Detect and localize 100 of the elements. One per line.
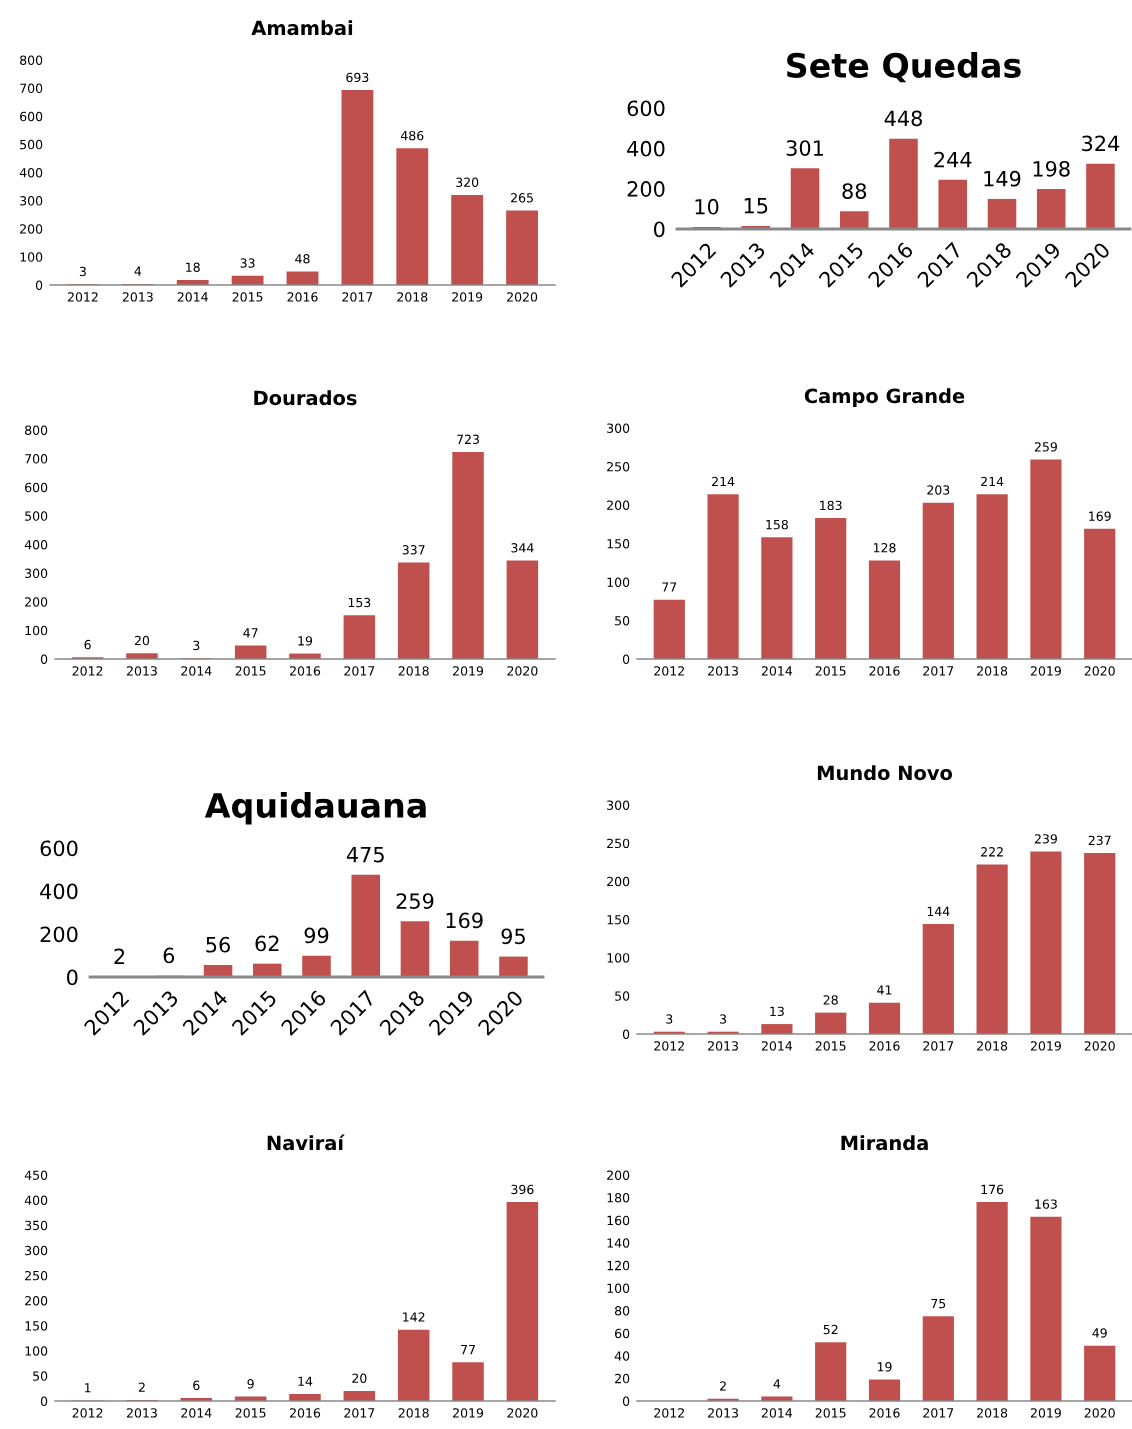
x-tick-label: 2015 [235, 666, 266, 676]
data-label: 19 [877, 1362, 892, 1372]
x-tick-label: 2017 [923, 1041, 954, 1051]
chart-title: Campo Grande [804, 388, 965, 408]
y-tick-label: 450 [24, 1170, 48, 1180]
y-tick-label: 80 [615, 1306, 630, 1316]
chart-title: Naviraí [267, 1134, 345, 1151]
data-label: 301 [786, 140, 823, 156]
y-tick-label: 0 [654, 221, 665, 238]
data-label: 214 [981, 476, 1004, 487]
data-label: 163 [1035, 1199, 1057, 1209]
x-tick-label: 2019 [452, 292, 483, 302]
y-tick-label: 600 [20, 111, 43, 122]
y-tick-label: 150 [607, 914, 630, 925]
x-tick-label: 2013 [708, 1408, 738, 1418]
x-tick-label: 2017 [342, 292, 373, 302]
x-tick-label: 2016 [287, 292, 318, 302]
y-tick-label: 800 [20, 55, 43, 65]
x-tick-label: 2016 [869, 1408, 900, 1418]
data-label: 2 [720, 1381, 726, 1391]
y-tick-label: 300 [25, 568, 48, 579]
data-label: 41 [877, 985, 892, 995]
x-tick-label: 2017 [923, 666, 954, 676]
data-label: 259 [1034, 442, 1057, 452]
y-tick-label: 700 [25, 454, 48, 464]
data-label: 176 [981, 1184, 1004, 1195]
y-tick-label: 800 [25, 425, 48, 435]
data-label: 475 [346, 847, 384, 863]
y-tick-label: 300 [25, 1245, 48, 1256]
y-tick-label: 200 [607, 1170, 630, 1180]
chart-title: Aquidauana [204, 792, 426, 825]
x-tick-label: 2013 [708, 666, 738, 676]
data-label: 13 [770, 1006, 784, 1017]
x-tick-label: 2017 [344, 666, 375, 676]
data-label: 56 [206, 936, 230, 953]
x-tick-label: 2012 [654, 1408, 684, 1418]
y-tick-label: 300 [607, 800, 630, 810]
x-tick-label: 2014 [181, 1408, 212, 1418]
y-tick-label: 20 [615, 1373, 630, 1384]
x-tick-label: 2014 [761, 666, 793, 676]
y-tick-label: 100 [25, 1346, 48, 1356]
data-label: 324 [1082, 135, 1120, 152]
x-tick-label: 2013 [126, 666, 157, 676]
x-tick-label: 2018 [977, 1041, 1008, 1051]
data-label: 62 [255, 935, 279, 952]
x-tick-label: 2015 [235, 1408, 266, 1418]
data-label: 128 [873, 543, 896, 553]
data-label: 486 [400, 130, 424, 141]
data-label: 88 [842, 183, 867, 199]
data-label: 142 [403, 1312, 425, 1322]
y-tick-label: 50 [33, 1371, 48, 1381]
x-tick-label: 2018 [397, 292, 428, 302]
data-label: 169 [446, 912, 483, 929]
data-label: 169 [1089, 511, 1111, 521]
data-label: 320 [456, 177, 479, 188]
y-tick-label: 150 [25, 1321, 48, 1331]
x-tick-label: 2017 [344, 1408, 375, 1418]
y-tick-label: 300 [607, 423, 630, 433]
y-tick-label: 200 [627, 181, 665, 197]
y-tick-label: 0 [622, 654, 630, 664]
x-tick-label: 2013 [126, 1408, 157, 1418]
x-tick-label: 2018 [398, 1408, 429, 1418]
data-label: 33 [240, 258, 255, 268]
data-label: 19 [298, 636, 313, 646]
y-tick-label: 400 [627, 140, 665, 157]
x-tick-label: 2012 [654, 1041, 684, 1051]
x-tick-label: 2019 [1030, 666, 1061, 676]
data-label: 18 [186, 262, 200, 272]
y-tick-label: 200 [25, 597, 48, 607]
x-tick-label: 2014 [177, 292, 208, 302]
data-label: 20 [134, 635, 150, 646]
y-tick-label: 0 [67, 969, 78, 986]
y-tick-label: 400 [24, 1195, 48, 1206]
y-tick-label: 200 [20, 224, 43, 234]
x-tick-label: 2019 [1030, 1408, 1061, 1418]
data-label: 4 [134, 266, 142, 276]
y-tick-label: 700 [20, 83, 43, 94]
data-label: 3 [666, 1014, 673, 1024]
data-label: 99 [304, 927, 329, 944]
x-tick-label: 2017 [923, 1408, 954, 1418]
chart-title: Amambai [251, 20, 353, 36]
y-tick-label: 200 [25, 1296, 48, 1306]
y-tick-label: 250 [25, 1270, 48, 1281]
y-tick-label: 200 [607, 500, 630, 510]
data-label: 10 [695, 198, 719, 215]
data-label: 47 [243, 628, 258, 638]
data-label: 6 [84, 639, 91, 650]
x-tick-label: 2016 [290, 1408, 321, 1418]
data-label: 20 [352, 1373, 367, 1383]
data-label: 244 [934, 151, 972, 168]
data-label: 77 [662, 582, 677, 592]
x-tick-label: 2020 [507, 292, 538, 302]
y-tick-label: 300 [20, 196, 43, 206]
data-label: 344 [511, 543, 534, 553]
x-tick-label: 2019 [453, 666, 484, 676]
x-tick-label: 2015 [815, 666, 846, 676]
x-tick-label: 2015 [232, 292, 263, 302]
y-tick-label: 120 [607, 1260, 630, 1271]
data-label: 158 [766, 519, 788, 530]
data-label: 693 [346, 72, 369, 83]
